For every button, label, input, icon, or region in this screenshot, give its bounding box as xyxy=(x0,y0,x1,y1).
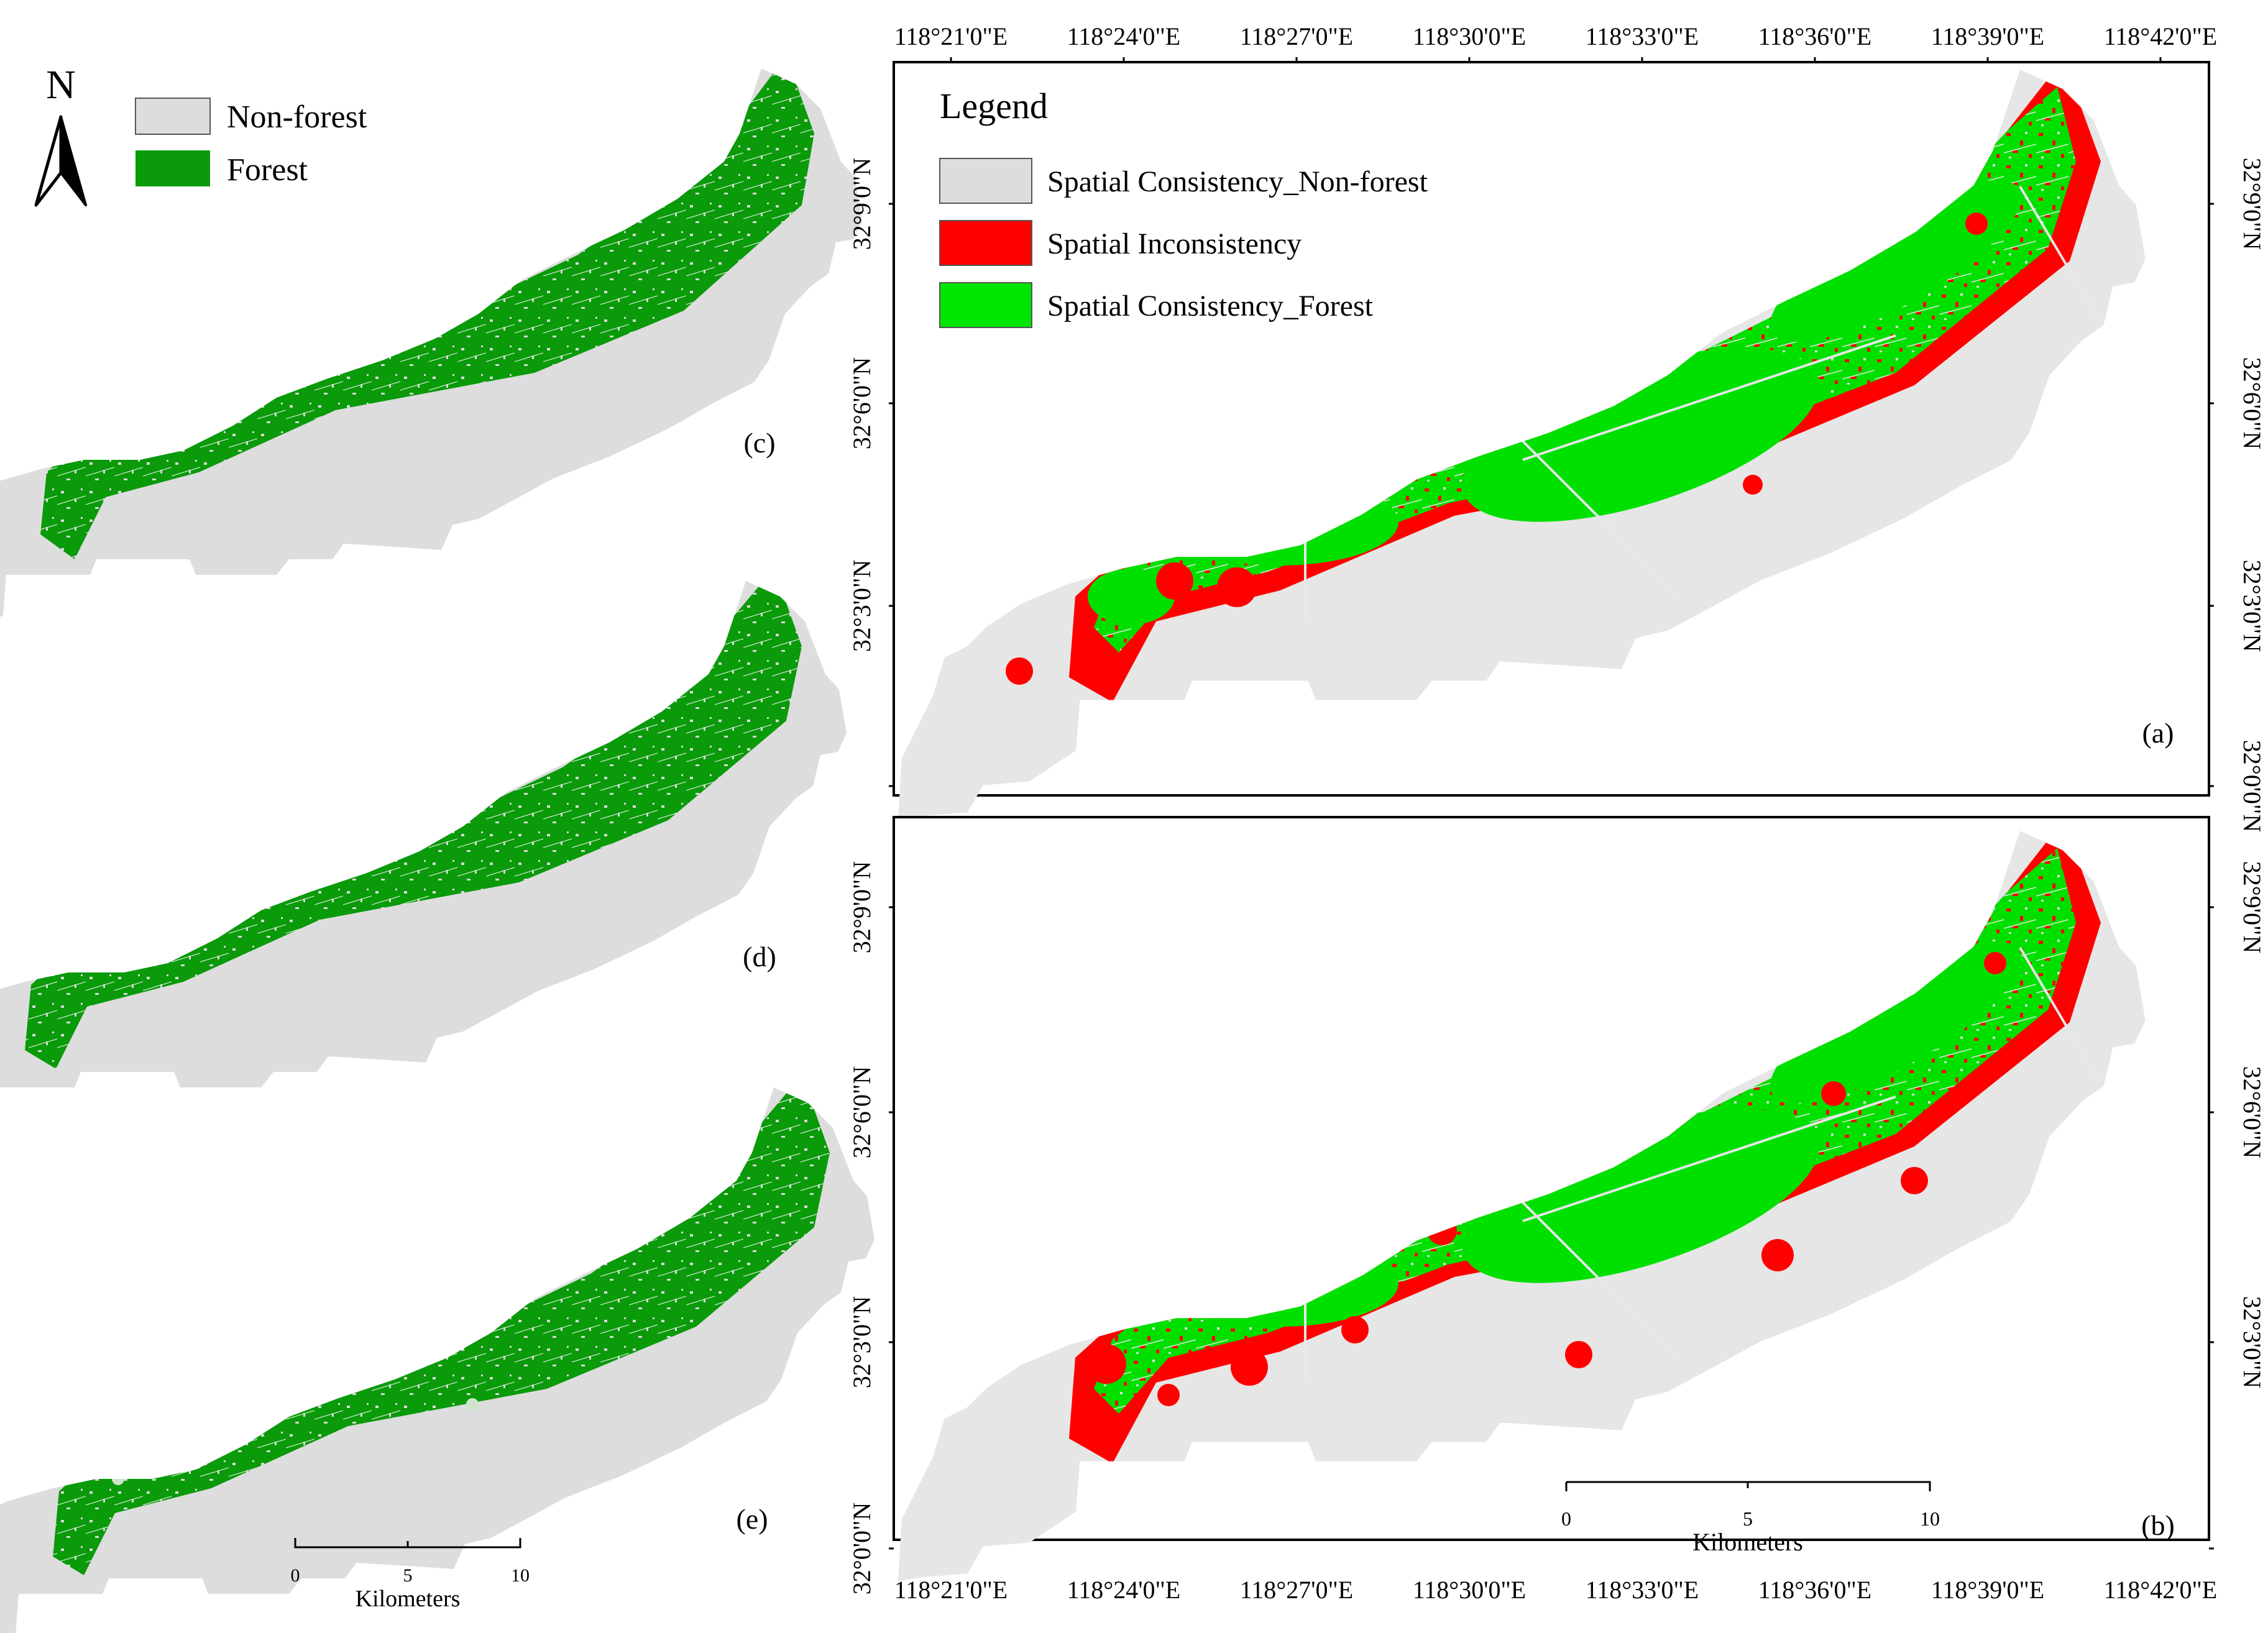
main-legend-title: Legend xyxy=(940,86,1048,126)
main-legend-swatch-forest xyxy=(939,282,1032,328)
lon-bottom-7: 118°39'0"E xyxy=(1931,1576,2044,1604)
main-legend-label-non-forest: Spatial Consistency_Non-forest xyxy=(1047,165,1428,198)
lat-b-right-2: 32°6'0"N xyxy=(2238,1066,2266,1158)
lat-b-right-1: 32°9'0"N xyxy=(2238,861,2266,953)
lat-a-left-2: 32°6'0"N xyxy=(848,357,876,449)
panel-label-d: (d) xyxy=(743,941,776,972)
lon-top-3: 118°27'0"E xyxy=(1240,22,1353,50)
map-b: 0 5 10 Kilometers (b) xyxy=(893,816,2210,1581)
map-c: (c) xyxy=(0,68,862,671)
scale-left-tick-10: 10 xyxy=(511,1565,530,1586)
lat-a-right-1: 32°9'0"N xyxy=(2238,158,2266,250)
lat-a-right-4: 32°0'0"N xyxy=(2238,740,2266,832)
lat-b-left-2: 32°6'0"N xyxy=(848,1066,876,1158)
latitude-labels-a: 32°9'0"N 32°6'0"N 32°3'0"N 32°9'0"N 32°6… xyxy=(848,158,2266,832)
main-legend-swatch-non-forest xyxy=(939,158,1032,204)
scale-right-tick-10: 10 xyxy=(1920,1507,1940,1530)
map-d: (d) xyxy=(0,581,847,1184)
lon-bottom-8: 118°42'0"E xyxy=(2104,1576,2217,1604)
main-legend-label-forest: Spatial Consistency_Forest xyxy=(1047,290,1374,322)
lon-bottom-3: 118°27'0"E xyxy=(1240,1576,1353,1604)
scale-left-tick-0: 0 xyxy=(291,1565,300,1586)
scale-right-unit: Kilometers xyxy=(1692,1528,1803,1556)
panel-label-b: (b) xyxy=(2141,1509,2175,1541)
latitude-labels-b: 32°9'0"N 32°6'0"N 32°3'0"N 32°0'0"N 32°9… xyxy=(848,861,2266,1594)
lon-bottom-1: 118°21'0"E xyxy=(894,1576,1008,1604)
lat-a-right-2: 32°6'0"N xyxy=(2238,357,2266,449)
scale-left-tick-5: 5 xyxy=(403,1565,413,1586)
lat-a-left-3: 32°3'0"N xyxy=(848,560,876,652)
lon-top-5: 118°33'0"E xyxy=(1586,22,1699,50)
main-legend-label-inconsistency: Spatial Inconsistency xyxy=(1047,227,1302,260)
lon-top-8: 118°42'0"E xyxy=(2104,22,2217,50)
lat-b-right-3: 32°3'0"N xyxy=(2238,1296,2266,1388)
lon-bottom-6: 118°36'0"E xyxy=(1758,1576,1871,1604)
lat-a-right-3: 32°3'0"N xyxy=(2238,560,2266,652)
scale-left-unit: Kilometers xyxy=(356,1586,461,1612)
lat-b-left-3: 32°3'0"N xyxy=(848,1296,876,1388)
panel-label-e: (e) xyxy=(736,1503,768,1535)
left-legend-swatch-forest xyxy=(135,150,210,186)
lon-top-6: 118°36'0"E xyxy=(1758,22,1871,50)
panel-label-a: (a) xyxy=(2142,717,2174,749)
left-legend-label-non-forest: Non-forest xyxy=(227,99,367,135)
main-legend-swatch-inconsistency xyxy=(939,220,1032,266)
lat-b-left-1: 32°9'0"N xyxy=(848,861,876,953)
scale-right-tick-5: 5 xyxy=(1743,1507,1753,1530)
lon-bottom-4: 118°30'0"E xyxy=(1413,1576,1526,1604)
panel-label-c: (c) xyxy=(743,427,775,459)
lon-top-4: 118°30'0"E xyxy=(1413,22,1526,50)
left-legend-label-forest: Forest xyxy=(227,152,308,188)
longitude-labels-bottom: 118°21'0"E 118°24'0"E 118°27'0"E 118°30'… xyxy=(894,1576,2217,1604)
lon-top-7: 118°39'0"E xyxy=(1931,22,2044,50)
lat-a-left-1: 32°9'0"N xyxy=(848,158,876,250)
lat-b-left-4: 32°0'0"N xyxy=(848,1503,876,1594)
lon-bottom-5: 118°33'0"E xyxy=(1586,1576,1699,1604)
main-legend: Legend Spatial Consistency_Non-forest Sp… xyxy=(939,86,1428,328)
map-e: (e) xyxy=(0,1087,875,1633)
lon-top-2: 118°24'0"E xyxy=(1067,22,1180,50)
north-arrow-label: N xyxy=(46,62,76,107)
left-legend: Non-forest Forest xyxy=(135,98,367,188)
lon-bottom-2: 118°24'0"E xyxy=(1067,1576,1180,1604)
left-legend-swatch-non-forest xyxy=(135,98,211,135)
lon-top-1: 118°21'0"E xyxy=(894,22,1008,50)
scale-bar-left: 0 5 10 Kilometers xyxy=(291,1538,530,1612)
north-arrow: N xyxy=(34,62,87,207)
longitude-labels-top: 118°21'0"E 118°24'0"E 118°27'0"E 118°30'… xyxy=(894,22,2217,50)
scale-bar-right: 0 5 10 Kilometers xyxy=(1561,1481,1940,1556)
north-arrow-icon xyxy=(34,115,63,207)
map-a: Legend Spatial Consistency_Non-forest Sp… xyxy=(893,61,2210,820)
scale-right-tick-0: 0 xyxy=(1561,1507,1571,1530)
